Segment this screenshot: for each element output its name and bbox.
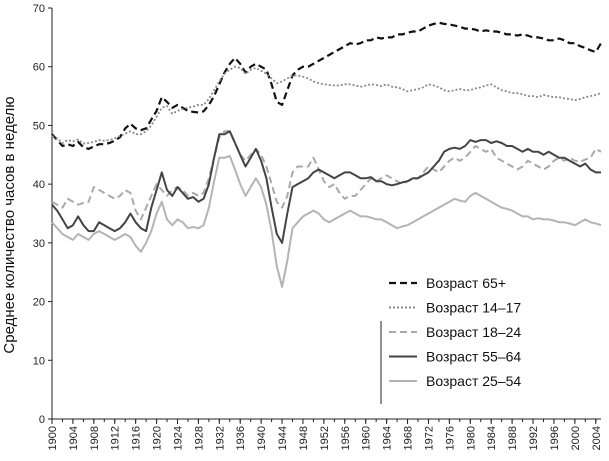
x-tick-label: 1920 (152, 426, 164, 450)
y-tick-label: 60 (33, 62, 45, 74)
x-tick-label: 1940 (256, 426, 268, 450)
x-tick-label: 1928 (193, 426, 205, 450)
x-tick-label: 1980 (465, 426, 477, 450)
x-tick-label: 1916 (131, 426, 143, 450)
x-tick-label: 1924 (172, 426, 184, 450)
y-tick-label: 40 (33, 179, 45, 191)
series-line-2 (51, 65, 602, 145)
x-tick-label: 2004 (591, 426, 603, 450)
y-tick-label: 50 (33, 120, 45, 132)
x-tick-label: 1932 (214, 426, 226, 450)
legend: Возраст 65+ Возраст 14–17 Возраст 18–24 Воз… (380, 275, 521, 404)
x-tick-label: 1936 (235, 426, 247, 450)
y-tick-label: 30 (33, 238, 45, 250)
x-tick-label: 1912 (110, 426, 122, 450)
y-tick-label: 70 (33, 3, 45, 15)
x-tick-label: 1996 (549, 426, 561, 450)
x-tick-label: 1992 (528, 426, 540, 450)
axes-layer (51, 8, 601, 420)
series-line-4 (51, 130, 601, 244)
legend-label: Возраст 25–54 (426, 373, 521, 389)
y-tick-label: 0 (39, 414, 45, 426)
ticks-layer: 0 10 20 30 40 50 60 70 1900 1904 1908 1912 1916 1920 1… (33, 3, 603, 450)
x-tick-label: 1944 (277, 426, 289, 450)
x-tick-label: 1904 (68, 426, 80, 450)
legend-label: Возраст 14–17 (426, 300, 521, 316)
x-tick-label: 1900 (47, 426, 59, 450)
x-tick-label: 1976 (444, 426, 456, 450)
x-tick-label: 1988 (507, 426, 519, 450)
legend-label: Возраст 55–64 (426, 349, 521, 365)
legend-label: Возраст 18–24 (426, 324, 521, 340)
x-tick-label: 2000 (570, 426, 582, 450)
x-tick-label: 1968 (403, 426, 415, 450)
x-tick-label: 1972 (423, 426, 435, 450)
x-tick-label: 1908 (89, 426, 101, 450)
series-line-3 (51, 130, 602, 221)
x-tick-label: 1960 (361, 426, 373, 450)
x-tick-label: 1956 (340, 426, 352, 450)
series-line-1 (51, 21, 602, 150)
series-line-5 (51, 155, 602, 288)
x-tick-label: 1952 (319, 426, 331, 450)
y-axis-label: Среднее количество часов в неделю (1, 96, 18, 353)
legend-label: Возраст 65+ (426, 275, 506, 291)
x-tick-label: 1964 (382, 426, 394, 450)
x-tick-label: 1984 (486, 426, 498, 450)
x-tick-label: 1948 (298, 426, 310, 450)
series-layer (51, 21, 602, 288)
y-tick-label: 20 (33, 297, 45, 309)
y-tick-label: 10 (33, 355, 45, 367)
